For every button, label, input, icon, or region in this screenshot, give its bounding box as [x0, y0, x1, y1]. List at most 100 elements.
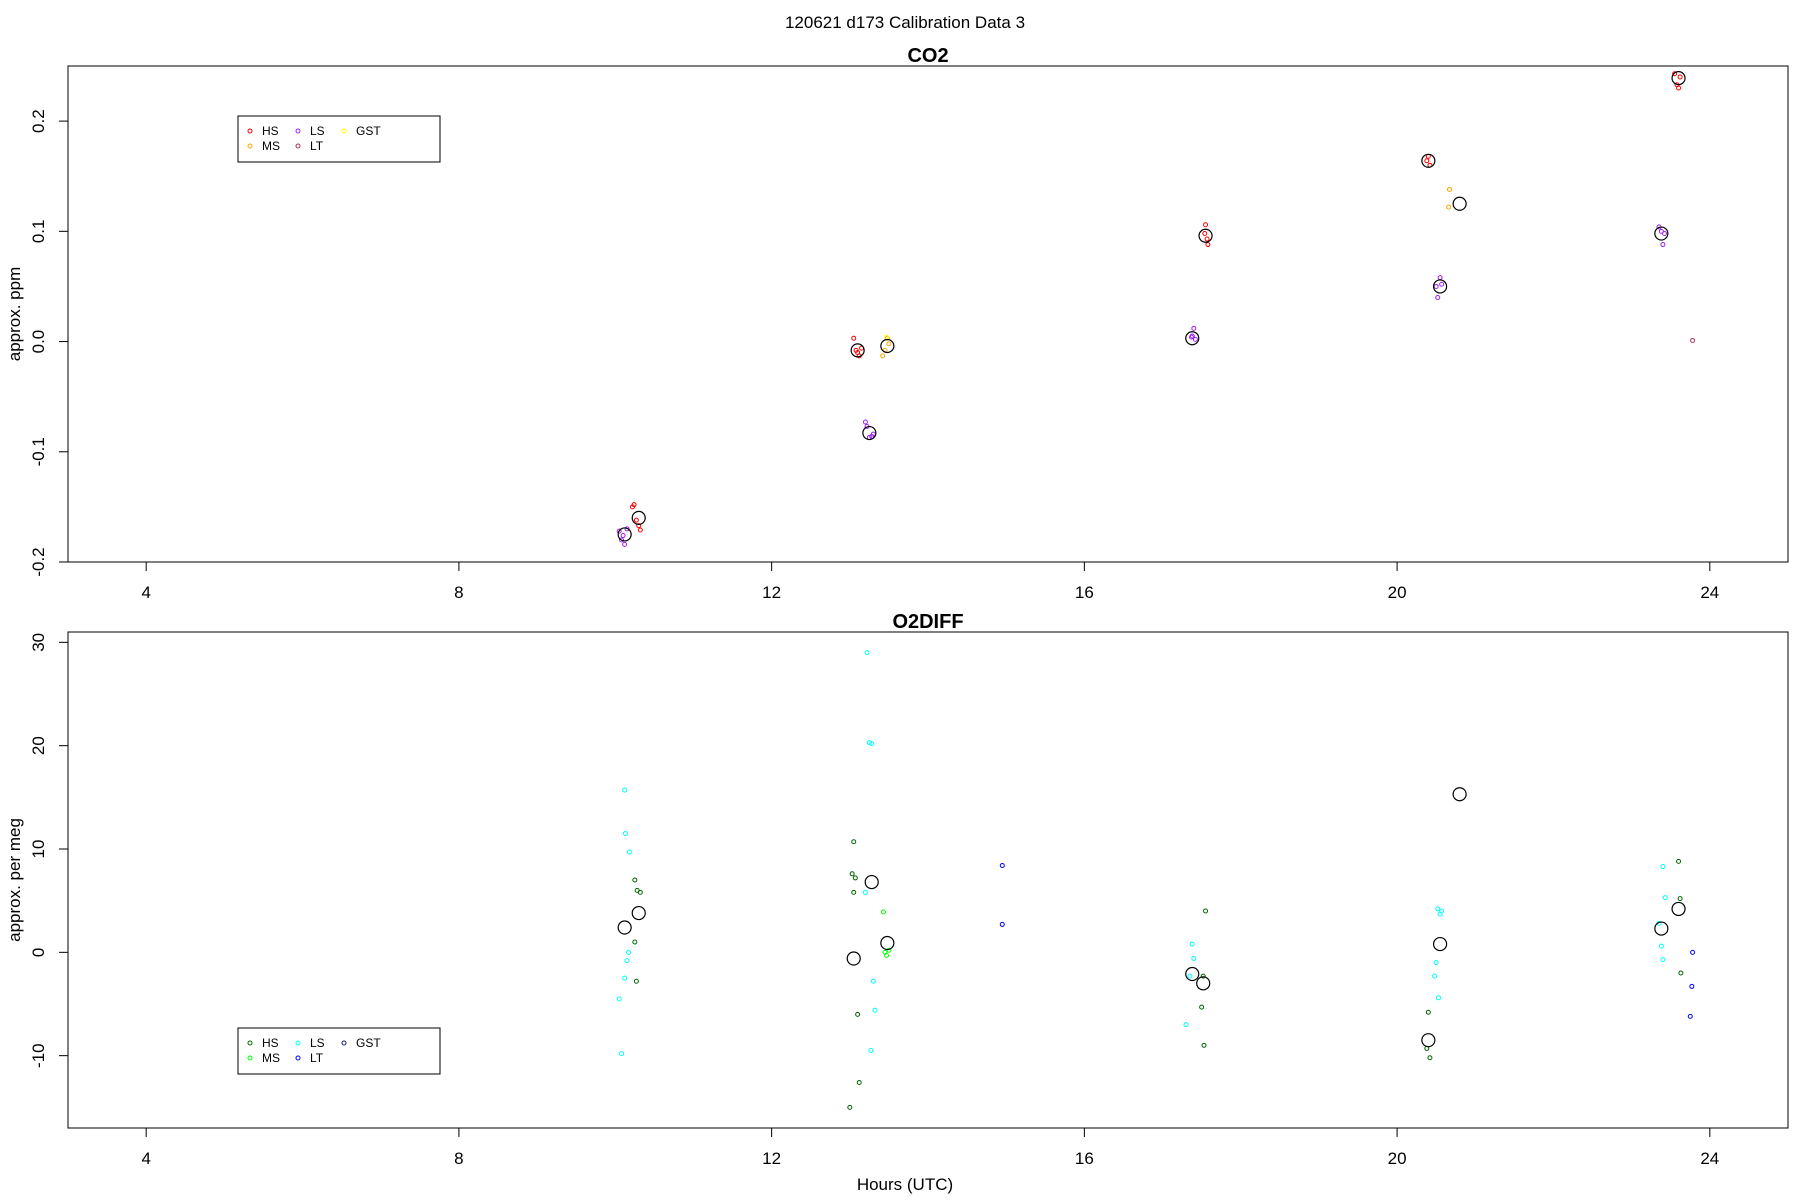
point-hs: [1672, 71, 1678, 77]
mean-point: [1421, 1033, 1436, 1048]
point-ls: [1439, 281, 1445, 287]
point-ls: [1187, 973, 1193, 979]
x-axis-title: Hours (UTC): [857, 1175, 953, 1194]
point-ls: [619, 1051, 625, 1057]
mean-point: [1452, 196, 1467, 211]
point-hs: [637, 889, 643, 895]
mean-point: [880, 338, 895, 354]
y-tick-label: 20: [29, 736, 48, 755]
mean-point: [1432, 279, 1448, 294]
point-ls: [616, 528, 622, 534]
legend-label: LS: [310, 124, 325, 138]
point-ls: [1661, 231, 1667, 237]
point-hs: [1677, 896, 1683, 902]
figure-title: 120621 d173 Calibration Data 3: [785, 13, 1025, 32]
legend-label: LT: [310, 139, 324, 153]
mean-point: [1185, 331, 1200, 346]
point-ms: [880, 353, 886, 359]
point-hs: [1205, 242, 1211, 248]
mean-point: [850, 343, 865, 358]
legend-marker: [295, 1040, 301, 1046]
point-ms: [884, 952, 890, 958]
point-hs: [851, 335, 857, 341]
point-ls: [622, 831, 628, 836]
y-tick-label: 0: [29, 948, 48, 957]
plot-frame: [67, 65, 1789, 563]
legend-marker: [247, 128, 253, 134]
legend-label: HS: [262, 1036, 279, 1050]
co2-panel: CO2 4 8 12 16 20 24 -0.2 -0.1 0.0 0.1 0.2 approx. pp…: [5, 45, 1789, 602]
point-ls: [622, 541, 628, 547]
point-lt: [1690, 337, 1696, 343]
mean-point: [1671, 71, 1686, 86]
point-ls: [622, 787, 628, 793]
x-tick-label: 8: [454, 1149, 463, 1168]
point-ls: [1433, 283, 1439, 289]
y-tick-label: 0.0: [29, 330, 48, 354]
point-ls: [622, 975, 628, 981]
y-axis-title: approx. ppm: [5, 267, 24, 362]
point-ls: [1658, 943, 1664, 949]
point-ls: [1432, 973, 1438, 979]
point-hs: [853, 347, 859, 353]
point-ls: [1435, 294, 1441, 300]
point-ls: [1660, 957, 1666, 963]
legend-label: MS: [262, 139, 280, 153]
legend-box: [237, 115, 441, 163]
x-tick-label: 24: [1700, 1149, 1719, 1168]
point-ls: [1439, 908, 1445, 914]
point-ls: [862, 419, 868, 425]
legend-box: [237, 1027, 441, 1075]
point-ls: [869, 741, 875, 747]
legend-label: GST: [356, 124, 381, 138]
point-ls: [1660, 864, 1666, 870]
point-ms: [880, 909, 886, 915]
point-hs: [1200, 973, 1206, 979]
point-hs: [1678, 970, 1684, 976]
point-hs: [1202, 231, 1208, 237]
mean-point: [864, 874, 879, 890]
point-ls: [1192, 336, 1198, 342]
mean-point: [1432, 936, 1448, 952]
point-hs: [1425, 1009, 1431, 1015]
point-ls: [872, 1007, 878, 1013]
point-hs: [632, 939, 638, 945]
point-hs: [852, 875, 858, 881]
point-ls: [1435, 906, 1441, 912]
x-tick-label: 4: [141, 583, 150, 602]
point-hs: [1203, 908, 1209, 914]
point-hs: [849, 871, 855, 877]
point-hs: [1676, 858, 1682, 864]
point-ls: [866, 740, 872, 746]
y-tick-label: 30: [29, 633, 48, 652]
x-tick-label: 20: [1388, 583, 1407, 602]
x-tick-label: 12: [762, 1149, 781, 1168]
point-ls: [619, 537, 625, 543]
point-hs: [633, 517, 639, 523]
panel-title: CO2: [907, 45, 948, 67]
point-ls: [870, 978, 876, 984]
point-hs: [1427, 1055, 1433, 1061]
legend-label: GST: [356, 1036, 381, 1050]
o2diff-panel: O2DIFF 4 8 12 16 20 24 -10 0 10 20 30 approx. per me…: [5, 611, 1789, 1168]
y-tick-label: -0.1: [29, 437, 48, 466]
mean-point: [631, 510, 646, 526]
y-tick-label: 0.2: [29, 109, 48, 133]
point-hs: [1203, 222, 1209, 228]
mean-point: [1185, 966, 1200, 982]
mean-point: [617, 920, 632, 935]
point-hs: [1201, 1042, 1207, 1048]
point-hs: [637, 527, 643, 533]
point-hs: [855, 1011, 861, 1017]
point-hs: [636, 523, 642, 529]
point-hs: [856, 1080, 862, 1086]
mean-point: [631, 905, 646, 921]
point-hs: [631, 502, 637, 508]
mean-point: [880, 935, 895, 951]
y-tick-label: -10: [29, 1043, 48, 1068]
point-ms: [1446, 186, 1452, 192]
point-hs: [632, 877, 638, 883]
legend-marker: [295, 1055, 301, 1061]
x-tick-label: 20: [1388, 1149, 1407, 1168]
